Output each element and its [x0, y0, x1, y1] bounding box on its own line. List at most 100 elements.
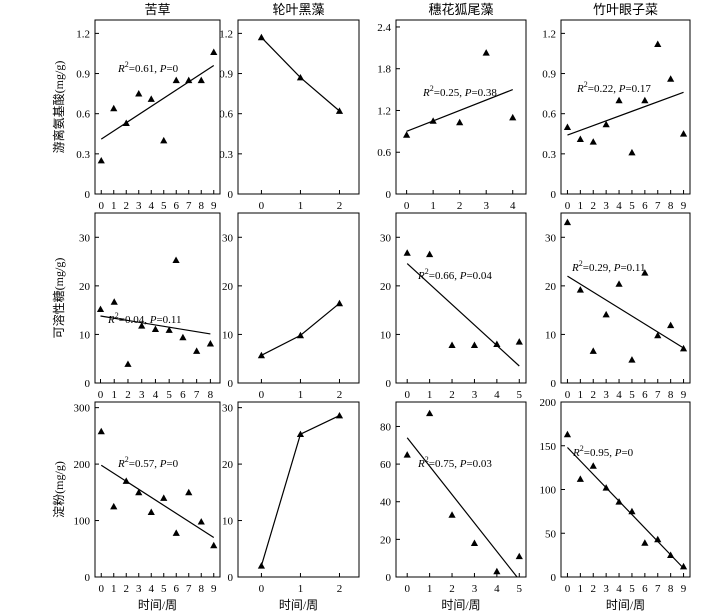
y-tick-label: 80 [380, 421, 392, 433]
x-tick-label: 0 [259, 200, 265, 212]
y-tick-label: 1.2 [76, 28, 90, 40]
y-tick-label: 10 [222, 329, 234, 341]
data-point [628, 507, 636, 515]
chart-panel-r1c1: 00.30.60.91.20 1 2 3 4 5 6 7 8 9R2=0.61, P=0苦草游离氨… [51, 2, 221, 212]
x-tick-label: 1 [298, 200, 304, 212]
data-point [124, 360, 132, 367]
data-point [509, 113, 517, 121]
x-tick-label: 6 [174, 200, 180, 212]
y-tick-label: 0.6 [219, 109, 233, 121]
data-point [515, 552, 523, 560]
x-tick-label: 7 [655, 200, 661, 212]
data-point [135, 90, 143, 97]
series-line [261, 302, 340, 356]
y-tick-label: 0.9 [76, 69, 90, 81]
x-tick-label: 0 [565, 583, 571, 595]
x-tick-label: 0 [565, 200, 571, 212]
x-tick-label: 5 [629, 200, 635, 212]
data-point [589, 462, 597, 469]
x-tick-label: 4 [494, 389, 500, 401]
y-tick-label: 0.3 [76, 149, 90, 161]
x-tick-label: 2 [449, 583, 455, 595]
data-point [296, 331, 305, 339]
x-tick-label: 0 [98, 389, 104, 401]
data-point [563, 430, 572, 438]
data-point [210, 541, 218, 549]
data-point [667, 551, 675, 559]
regression-annotation: R2=0.57, P=0 [117, 455, 179, 470]
data-point [172, 256, 180, 263]
y-tick-label: 1.2 [377, 105, 391, 117]
x-tick-label: 2 [337, 389, 343, 401]
data-point [602, 484, 610, 491]
chart-panel-r1c2: 0 0.3 0.6 0.9 1.2 0 1 2 轮叶黑藻 [219, 2, 360, 212]
x-tick-label: 4 [149, 200, 155, 212]
x-tick-label: 6 [642, 200, 648, 212]
x-tick-label: 8 [668, 389, 674, 401]
x-tick-label: 3 [136, 200, 142, 212]
chart-panel-r2c2: 0 10 20 30 0 1 2 [222, 212, 360, 401]
data-point [628, 148, 636, 156]
data-point [641, 96, 649, 104]
data-point [470, 539, 479, 547]
x-axis-label: 时间/周 [606, 598, 645, 612]
column-title: 竹叶眼子菜 [593, 2, 658, 17]
x-tick-label: 1 [578, 389, 584, 401]
chart-panel-r3c3: 0 20 40 60 80 0 1 2 3 4 5 R2=0.75, P=0.03 时间/周 [380, 401, 527, 612]
data-point [165, 326, 173, 333]
data-point [257, 33, 266, 41]
y-tick-label: 1.2 [219, 28, 233, 40]
x-tick-label: 4 [510, 200, 516, 212]
x-tick-label: 9 [211, 583, 217, 595]
data-point [482, 49, 490, 56]
data-point [679, 562, 688, 570]
data-point [160, 136, 168, 144]
x-tick-label: 9 [211, 200, 217, 212]
y-tick-label: 1.8 [377, 64, 391, 76]
data-point [602, 310, 610, 318]
regression-annotation: R2=0.04, P=0.11 [107, 311, 181, 326]
x-tick-label: 1 [427, 389, 433, 401]
x-tick-label: 2 [591, 583, 597, 595]
regression-annotation: R2=0.29, P=0.11 [571, 259, 645, 274]
y-tick-label: 0.9 [219, 69, 233, 81]
y-tick-label: 30 [545, 232, 557, 244]
x-tick-label: 2 [337, 200, 343, 212]
x-tick-label: 9 [681, 200, 687, 212]
regression-annotation: R2=0.61, P=0 [117, 60, 179, 75]
regression-line [567, 275, 684, 349]
data-point [615, 96, 623, 104]
x-tick-label: 1 [578, 200, 584, 212]
data-point [615, 498, 623, 505]
y-tick-label: 10 [222, 516, 234, 528]
y-tick-label: 0.6 [542, 109, 556, 121]
data-point [110, 502, 118, 510]
data-point [335, 299, 344, 307]
regression-line [100, 464, 215, 538]
regression-line [100, 315, 211, 335]
data-point [448, 511, 456, 518]
data-point [122, 477, 130, 484]
regression-annotation: R2=0.22, P=0.17 [576, 80, 651, 95]
y-tick-label: 20 [222, 459, 234, 471]
x-tick-label: 0 [404, 200, 410, 212]
x-tick-label: 4 [616, 583, 622, 595]
data-point [110, 104, 118, 112]
x-tick-label: 4 [494, 583, 500, 595]
x-axis-label: 时间/周 [441, 598, 480, 612]
data-point [96, 305, 105, 313]
x-tick-label: 0 [99, 583, 105, 595]
regression-line [567, 91, 684, 136]
regression-line [100, 65, 215, 140]
data-point [654, 535, 662, 543]
data-point [641, 539, 649, 546]
y-tick-label: 200 [540, 397, 557, 409]
plot-frame [94, 19, 221, 195]
x-tick-label: 6 [180, 389, 186, 401]
x-tick-label: 1 [578, 583, 584, 595]
data-point [179, 333, 187, 341]
data-point [296, 430, 305, 438]
data-point [151, 325, 160, 332]
data-point [576, 135, 584, 143]
